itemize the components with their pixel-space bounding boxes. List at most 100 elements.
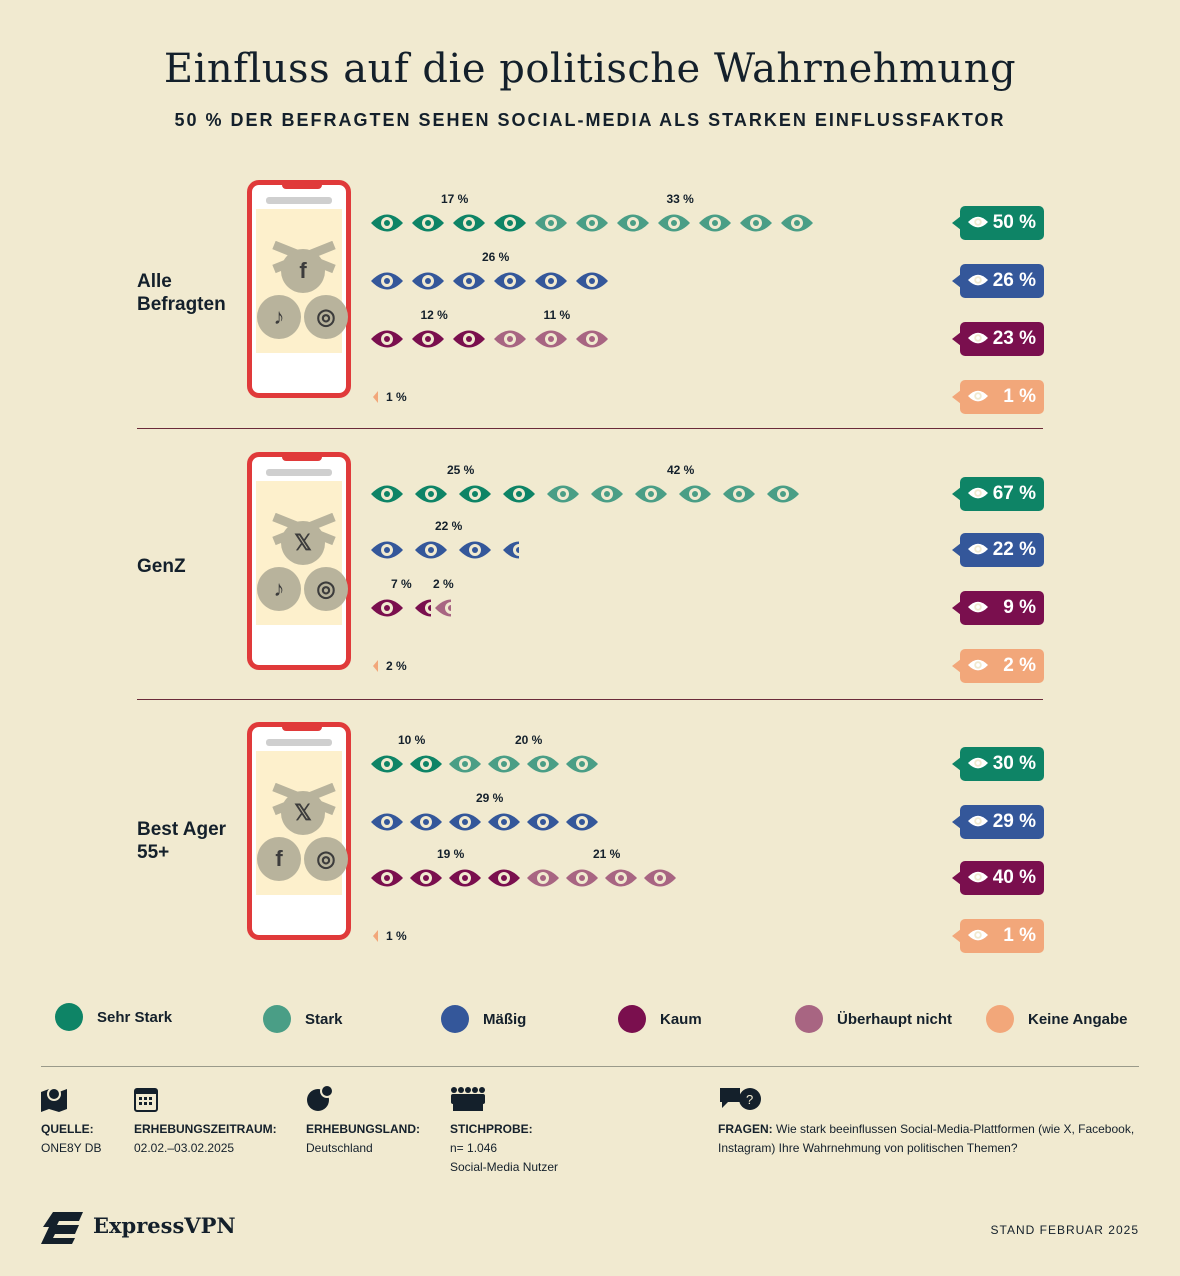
total-value: 40 %	[992, 867, 1036, 888]
eye-icon	[449, 755, 481, 773]
data-label: 2 %	[386, 659, 407, 673]
legend-label: Stark	[305, 1010, 343, 1028]
data-label: 25 %	[447, 463, 475, 477]
tiktok-icon: ♪	[257, 567, 301, 611]
x-icon: 𝕏	[281, 521, 325, 565]
eye-icon	[415, 485, 447, 503]
total-badge: 29 %	[952, 805, 1044, 839]
eye-icon	[459, 541, 491, 559]
total-badge: 9 %	[952, 591, 1044, 625]
eye-icon	[968, 929, 988, 941]
total-value: 26 %	[992, 270, 1036, 291]
eye-icon	[535, 272, 567, 290]
eye-icon	[371, 485, 403, 503]
total-badge: 1 %	[952, 380, 1044, 414]
eye-icon	[435, 599, 451, 617]
legend-swatch	[441, 1005, 469, 1033]
eye-icon	[371, 541, 403, 559]
data-label: 12 %	[420, 308, 448, 322]
eye-icon	[566, 755, 598, 773]
country-info: ERHEBUNGSLAND: Deutschland	[306, 1122, 420, 1155]
facebook-icon: f	[281, 249, 325, 293]
eye-icon	[679, 485, 711, 503]
eye-icon	[449, 869, 481, 887]
legend-label: Mäßig	[483, 1010, 527, 1028]
instagram-icon: ◎	[304, 837, 348, 881]
svg-text:?: ?	[746, 1092, 753, 1107]
total-badge: 1 %	[952, 919, 1044, 953]
data-label: 26 %	[482, 250, 510, 264]
eye-icon	[410, 755, 442, 773]
eye-icon	[566, 869, 598, 887]
data-label: 29 %	[476, 791, 504, 805]
page-title: Einfluss auf die politische Wahrnehmung	[163, 46, 1017, 92]
globe-pin-icon	[307, 1084, 334, 1111]
total-value: 1 %	[1003, 925, 1036, 946]
eye-icon	[968, 601, 988, 613]
legend-label: Sehr Stark	[97, 1008, 173, 1026]
eye-icon	[591, 485, 623, 503]
total-badge: 30 %	[952, 747, 1044, 781]
eye-icon	[410, 869, 442, 887]
legend-item: Kaum	[618, 1005, 702, 1033]
eye-icon	[371, 214, 403, 232]
eye-icon	[968, 543, 988, 555]
eye-icon	[968, 659, 988, 671]
eye-icon	[968, 332, 988, 344]
legend-item: Sehr Stark	[55, 1003, 172, 1031]
tiktok-icon: ♪	[257, 295, 301, 339]
eye-icon	[968, 757, 988, 769]
eye-icon	[494, 330, 526, 348]
eye-icon	[617, 214, 649, 232]
data-label: 42 %	[667, 463, 695, 477]
legend-label: Überhaupt nicht	[837, 1010, 952, 1028]
eye-icon	[527, 755, 559, 773]
expressvpn-logo-icon	[41, 1212, 83, 1244]
legend-item: Stark	[263, 1005, 343, 1033]
marker-icon	[373, 391, 378, 403]
divider	[137, 428, 1043, 429]
eye-icon	[644, 869, 676, 887]
eye-icon	[459, 485, 491, 503]
eye-icon	[767, 485, 799, 503]
eye-icon	[576, 330, 608, 348]
data-label: 33 %	[666, 192, 694, 206]
data-label: 1 %	[386, 929, 407, 943]
marker-icon	[373, 660, 378, 672]
eye-icon	[371, 599, 403, 617]
total-value: 1 %	[1003, 386, 1036, 407]
eye-icon	[605, 869, 637, 887]
legend-item: Mäßig	[441, 1005, 526, 1033]
legend-label: Keine Angabe	[1028, 1010, 1128, 1028]
data-label: 1 %	[386, 390, 407, 404]
data-label: 11 %	[543, 308, 571, 322]
eye-icon	[494, 272, 526, 290]
question-bubbles-icon: ?	[720, 1088, 761, 1110]
eye-icon	[527, 869, 559, 887]
date-stamp: STAND FEBRUAR 2025	[990, 1223, 1139, 1237]
question-info: FRAGEN: Wie stark beeinflussen Social-Me…	[718, 1122, 1135, 1155]
eye-icon	[968, 390, 988, 402]
legend-item: Keine Angabe	[986, 1005, 1127, 1033]
legend-swatch	[986, 1005, 1014, 1033]
total-badge: 23 %	[952, 322, 1044, 356]
eye-icon	[410, 813, 442, 831]
legend-swatch	[263, 1005, 291, 1033]
eye-icon	[371, 813, 403, 831]
eye-icon	[412, 330, 444, 348]
total-value: 23 %	[992, 328, 1036, 349]
eye-icon	[453, 214, 485, 232]
total-value: 9 %	[1003, 597, 1036, 618]
eye-icon	[453, 272, 485, 290]
total-badge: 50 %	[952, 206, 1044, 240]
eye-icon	[415, 541, 447, 559]
total-value: 30 %	[992, 753, 1036, 774]
eye-icon	[412, 214, 444, 232]
phone-illustration: f ♪ ◎	[247, 180, 351, 398]
instagram-icon: ◎	[304, 567, 348, 611]
period-info: ERHEBUNGSZEITRAUM: 02.02.–03.02.2025	[134, 1122, 277, 1155]
data-label: 20 %	[515, 733, 543, 747]
divider	[137, 699, 1043, 700]
data-label: 2 %	[433, 577, 454, 591]
subtitle: 50 % DER BEFRAGTEN SEHEN SOCIAL-MEDIA AL…	[174, 110, 1006, 130]
